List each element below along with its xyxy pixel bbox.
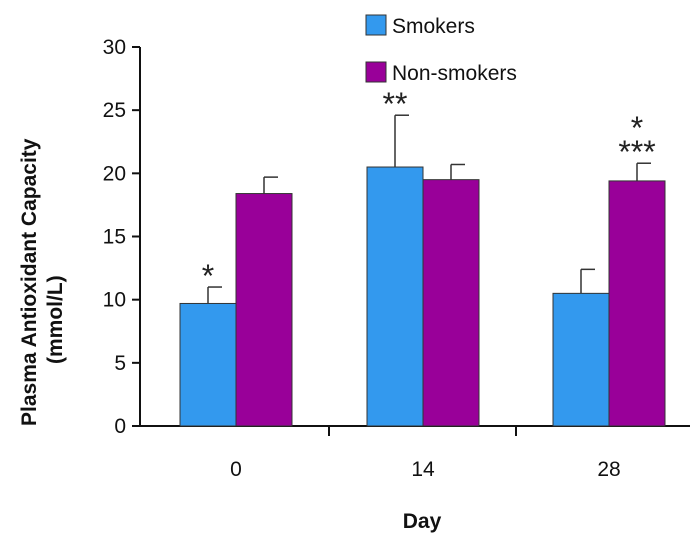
legend-label-smokers: Smokers: [392, 15, 475, 38]
y-tick-label: 20: [103, 162, 126, 185]
x-tick-label: 14: [411, 458, 435, 481]
y-tick-label: 0: [114, 415, 126, 438]
error-bars: [207, 114, 651, 304]
y-tick-label: 30: [103, 36, 126, 59]
legend-swatch-smokers: [365, 14, 387, 36]
bars: [179, 166, 666, 427]
bar-non-smokers-day-0: [235, 193, 293, 427]
significance-marker: **: [383, 86, 408, 122]
bar-non-smokers-day-28: [608, 180, 666, 427]
significance-marker: ***: [618, 134, 655, 170]
y-axis-title-line2: (mmol/L): [44, 275, 67, 364]
significance-marker: *: [202, 258, 214, 294]
y-tick-label: 15: [103, 226, 126, 249]
legend-label-non-smokers: Non-smokers: [392, 62, 517, 85]
significance-marker: *: [631, 110, 643, 146]
y-axis-title-line1: Plasma Antioxidant Capacity: [18, 138, 41, 426]
x-tick-label: 0: [230, 458, 242, 481]
bar-smokers-day-14: [366, 166, 424, 427]
bar-non-smokers-day-14: [422, 179, 480, 427]
annotations: *******: [202, 86, 656, 294]
y-tick-label: 25: [103, 99, 126, 122]
legend-swatch-non-smokers: [365, 61, 387, 83]
x-axis-title: Day: [403, 510, 442, 533]
y-tick-label: 5: [114, 352, 126, 375]
y-tick-label: 10: [103, 289, 126, 312]
bar-smokers-day-28: [552, 292, 610, 427]
x-tick-label: 28: [597, 458, 620, 481]
legend: Smokers Non-smokers: [365, 14, 517, 85]
bar-smokers-day-0: [179, 302, 237, 427]
